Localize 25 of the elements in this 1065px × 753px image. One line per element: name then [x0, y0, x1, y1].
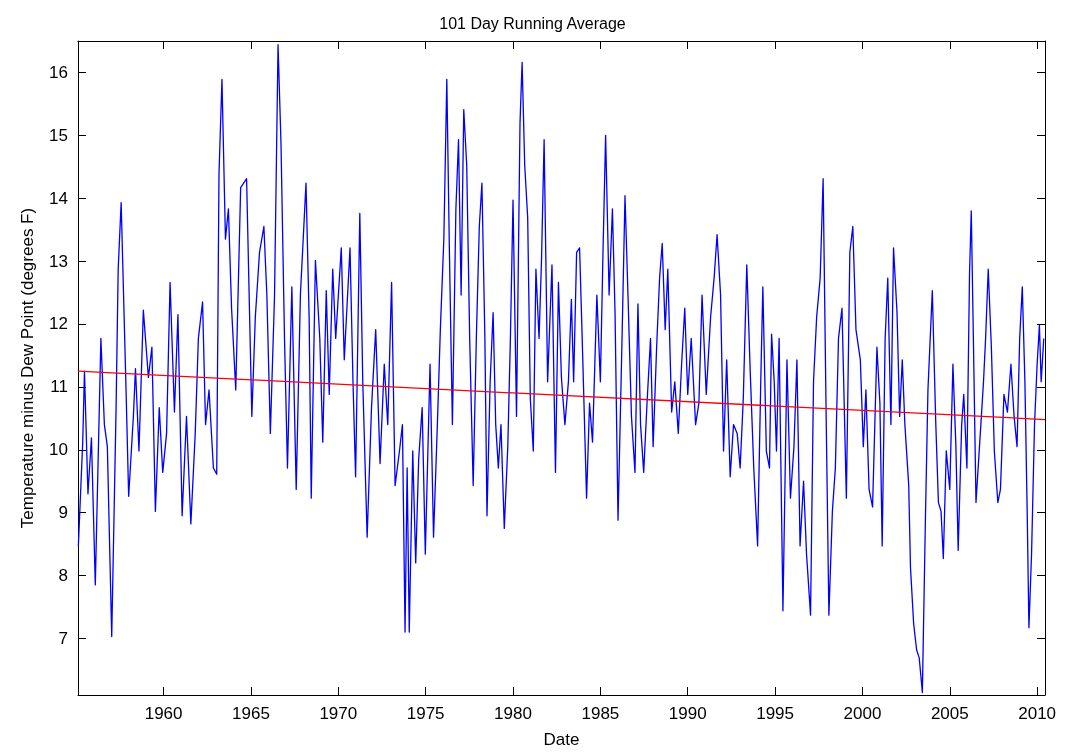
y-axis-title: Temperature minus Dew Point (degrees F) — [18, 207, 37, 529]
x-tick-label: 2005 — [930, 704, 969, 723]
y-tick-label: 11 — [50, 377, 68, 397]
x-tick-label: 1995 — [756, 704, 794, 723]
y-tick-label: 14 — [49, 188, 68, 208]
x-tick-label: 1975 — [406, 704, 445, 723]
x-tick-label: 1960 — [144, 704, 183, 723]
y-tick-label: 12 — [49, 314, 68, 334]
x-tick-label: 1965 — [232, 704, 270, 723]
y-tick-label: 8 — [58, 566, 68, 586]
x-tick-label: 2010 — [1018, 704, 1057, 723]
x-tick-label: 1990 — [668, 704, 707, 723]
x-tick-label: 1970 — [319, 704, 358, 723]
x-tick-label: 2000 — [843, 704, 882, 723]
line-series — [77, 44, 1045, 694]
y-tick-label: 9 — [58, 503, 68, 523]
chart-title: 101 Day Running Average — [439, 14, 626, 32]
y-tick-label: 13 — [49, 251, 68, 271]
y-tick-label: 7 — [58, 628, 68, 648]
x-tick-label: 1985 — [581, 704, 620, 723]
x-axis-title: Date — [543, 730, 580, 749]
y-tick-label: 16 — [49, 62, 68, 82]
y-tick-label: 15 — [49, 125, 68, 145]
x-tick-label: 1980 — [494, 704, 532, 723]
y-tick-label: 10 — [49, 440, 68, 460]
